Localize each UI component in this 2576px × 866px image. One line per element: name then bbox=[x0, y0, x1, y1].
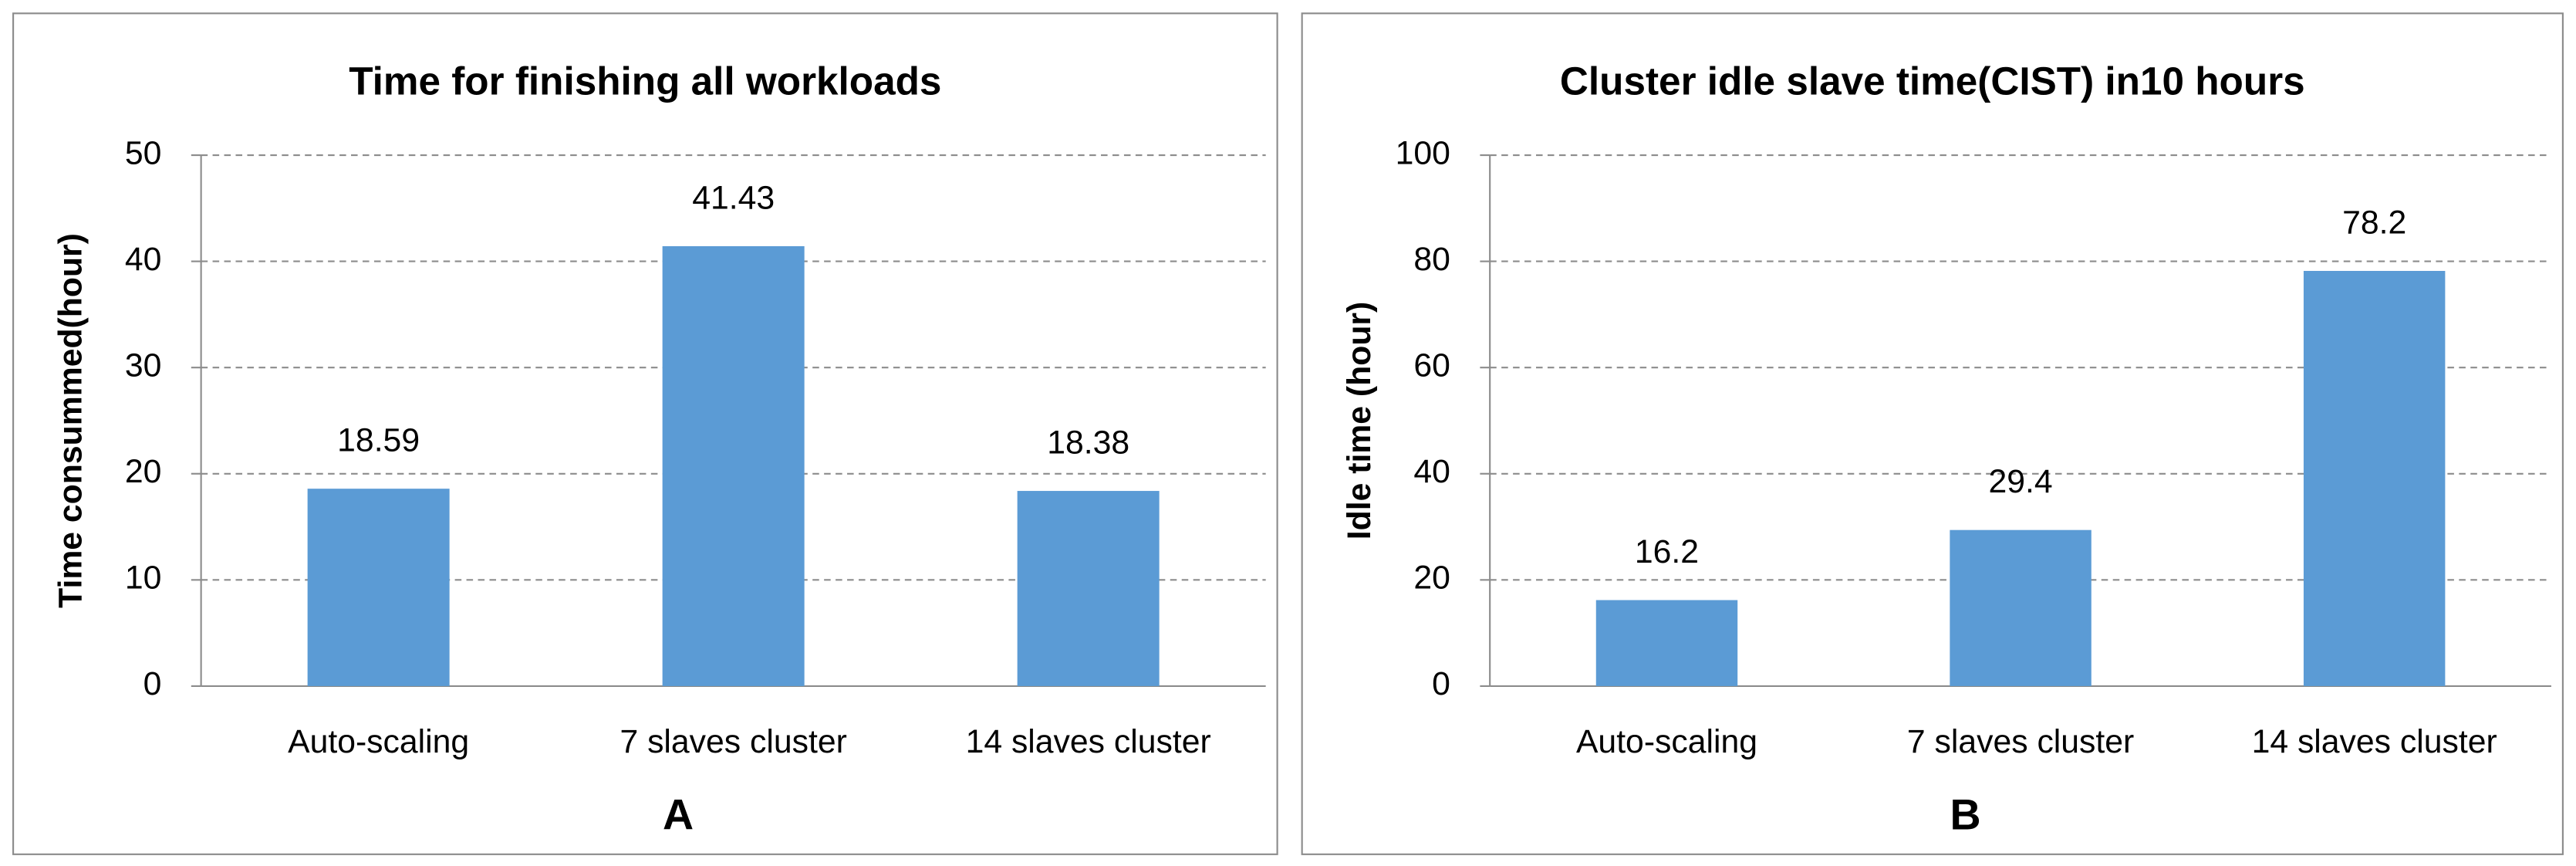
x-tick-label: 7 slaves cluster bbox=[620, 723, 846, 760]
y-tick-label: 0 bbox=[143, 665, 162, 702]
y-tick-label: 0 bbox=[1432, 665, 1450, 702]
x-tick-label: Auto-scaling bbox=[288, 723, 469, 760]
x-tick-label: Auto-scaling bbox=[1576, 723, 1757, 760]
data-label: 78.2 bbox=[2342, 204, 2406, 241]
chart-title: Time for finishing all workloads bbox=[349, 59, 941, 103]
x-tick-label: 14 slaves cluster bbox=[966, 723, 1211, 760]
bar bbox=[1017, 491, 1160, 686]
y-tick-label: 30 bbox=[125, 347, 162, 384]
chart-title: Cluster idle slave time(CIST) in10 hours bbox=[1560, 59, 2305, 103]
bar bbox=[662, 245, 805, 686]
panel: Cluster idle slave time(CIST) in10 hours… bbox=[1301, 12, 2564, 855]
y-tick-label: 40 bbox=[125, 241, 162, 278]
y-tick-label: 60 bbox=[1413, 347, 1450, 384]
y-tick-label: 80 bbox=[1413, 241, 1450, 278]
y-tick-label: 10 bbox=[125, 560, 162, 597]
x-tick-label: 14 slaves cluster bbox=[2252, 723, 2497, 760]
panel-letter: B bbox=[1950, 790, 1980, 838]
y-tick-label: 20 bbox=[1413, 560, 1450, 597]
bar bbox=[2303, 270, 2446, 686]
y-tick-label: 20 bbox=[125, 453, 162, 490]
y-axis-title: Idle time (hour) bbox=[1341, 302, 1378, 540]
y-axis-title: Time consummed(hour) bbox=[52, 233, 89, 608]
data-label: 41.43 bbox=[692, 179, 775, 216]
bar bbox=[1950, 529, 2092, 686]
y-tick-label: 50 bbox=[125, 134, 162, 171]
bar bbox=[307, 489, 450, 686]
x-tick-label: 7 slaves cluster bbox=[1907, 723, 2134, 760]
data-label: 18.59 bbox=[337, 422, 420, 459]
bar bbox=[1595, 600, 1738, 686]
panel-letter: A bbox=[663, 790, 694, 838]
y-tick-label: 100 bbox=[1396, 134, 1450, 171]
panel-border bbox=[12, 12, 1278, 855]
data-label: 18.38 bbox=[1047, 425, 1129, 462]
data-label: 16.2 bbox=[1635, 533, 1699, 570]
y-tick-label: 40 bbox=[1413, 453, 1450, 490]
data-label: 29.4 bbox=[1988, 463, 2052, 500]
panel: Time for finishing all workloads Time con… bbox=[12, 12, 1278, 855]
